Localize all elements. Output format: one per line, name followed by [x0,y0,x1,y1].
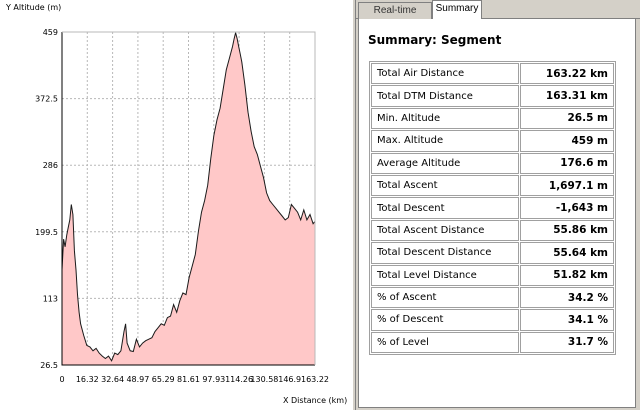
summary-row-value: 176.6 m [520,152,614,174]
y-tick-label: 286 [43,161,58,170]
summary-row-label: Max. Altitude [371,130,519,152]
table-row: Min. Altitude 26.5 m [371,107,614,130]
summary-row-value: 163.31 km [520,85,614,107]
table-row: Total Ascent Distance 55.86 km [371,219,614,242]
x-tick-label: 0 [59,375,64,384]
tab-realtime-profile[interactable]: Real-time Profile [358,2,432,31]
x-tick-label: 130.58 [250,375,278,384]
x-tick-label: 32.64 [101,375,124,384]
summary-row-label: % of Ascent [371,286,519,309]
table-row: Max. Altitude 459 m [371,130,614,152]
summary-row-label: % of Descent [371,309,519,331]
x-axis-label: X Distance (km) [283,396,347,405]
x-tick-label: 114.26 [225,375,253,384]
x-tick-label: 16.32 [76,375,99,384]
y-tick-label: 113 [43,294,58,303]
summary-row-value: 26.5 m [520,107,614,130]
summary-row-value: 1,697.1 m [520,174,614,197]
summary-row-label: Total Air Distance [371,63,519,85]
table-row: Total DTM Distance 163.31 km [371,85,614,107]
table-row: Total Descent -1,643 m [371,197,614,219]
x-tick-label: 65.29 [152,375,175,384]
table-row: Average Altitude 176.6 m [371,152,614,174]
axis-lines [61,32,315,366]
x-tick-label: 163.22 [301,375,329,384]
tab-summary[interactable]: Summary [432,0,482,19]
summary-row-value: 34.1 % [520,309,614,331]
panel-splitter[interactable] [352,0,356,410]
summary-row-label: Total Ascent Distance [371,219,519,242]
info-panel: Real-time Profile Summary Summary: Segme… [356,0,640,410]
summary-row-label: Total Descent [371,197,519,219]
plot-border [62,31,316,365]
summary-row-label: Total Descent Distance [371,242,519,264]
elevation-chart-svg: 0 16.32 32.64 48.97 65.29 81.61 97.93 114.26130… [5,3,347,405]
y-tick-label: 26.5 [40,361,58,370]
summary-row-value: 31.7 % [520,331,614,354]
summary-row-value: 34.2 % [520,286,614,309]
x-tick-label: 97.93 [202,375,225,384]
summary-title: Summary: Segment [368,33,502,47]
x-tick-label: 81.61 [177,375,200,384]
x-tick-label: 48.97 [126,375,149,384]
summary-row-label: Min. Altitude [371,107,519,130]
table-row: Total Descent Distance 55.64 km [371,242,614,264]
table-row: % of Level 31.7 % [371,331,614,354]
tick-labels: 0 16.32 32.64 48.97 65.29 81.61 97.93 114.26130… [35,28,329,384]
summary-row-value: 55.86 km [520,219,614,242]
summary-row-value: 163.22 km [520,63,614,85]
elevation-profile-chart[interactable]: 0 16.32 32.64 48.97 65.29 81.61 97.93 114.26 130… [0,0,352,410]
summary-row-value: 55.64 km [520,242,614,264]
table-row: % of Descent 34.1 % [371,309,614,331]
table-row: % of Ascent 34.2 % [371,286,614,309]
summary-panel: Summary: Segment Total Air Distance 163.2… [358,19,636,408]
altitude-line [61,32,316,362]
summary-row-label: Total DTM Distance [371,85,519,107]
summary-row-label: % of Level [371,331,519,354]
y-tick-label: 199.5 [35,228,58,237]
summary-row-value: -1,643 m [520,197,614,219]
summary-table: Total Air Distance 163.22 km Total DTM Dis… [369,61,616,356]
summary-row-value: 459 m [520,130,614,152]
table-row: Total Level Distance 51.82 km [371,264,614,286]
summary-row-label: Total Level Distance [371,264,519,286]
y-tick-label: 372.5 [35,95,58,104]
y-axis-label: Y Altitude (m) [5,3,61,12]
x-tick-label: 146.9 [278,375,301,384]
summary-row-label: Total Ascent [371,174,519,197]
summary-row-value: 51.82 km [520,264,614,286]
table-row: Total Air Distance 163.22 km [371,63,614,85]
altitude-area [62,32,315,366]
y-tick-label: 459 [43,28,58,37]
table-row: Total Ascent 1,697.1 m [371,174,614,197]
tab-strip: Real-time Profile Summary [356,0,640,31]
axes [61,31,316,366]
summary-row-label: Average Altitude [371,152,519,174]
